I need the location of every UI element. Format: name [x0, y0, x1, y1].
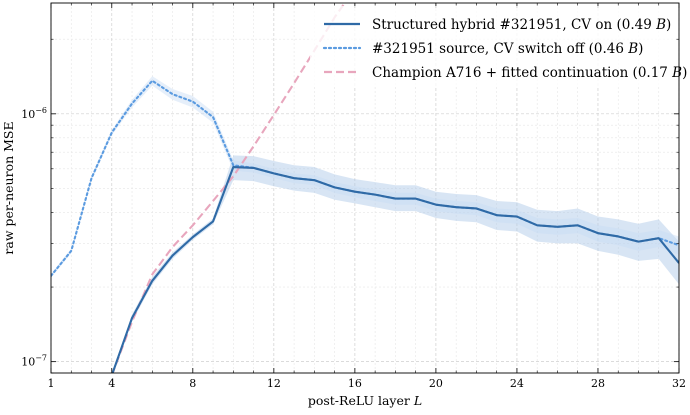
x-tick-label: 16: [348, 377, 362, 390]
tick-labels: 1 4 8 12 16 20 24 28 32 10−7 10−6: [21, 106, 686, 390]
legend-label-source-cv-off: #321951 source, CV switch off (0.46 B): [372, 41, 643, 57]
plot-frame: [50, 2, 680, 374]
x-tick-label: 8: [189, 377, 196, 390]
y-axis-label: raw per-neuron MSE: [1, 121, 16, 254]
legend: Structured hybrid #321951, CV on (0.49 B…: [310, 6, 687, 86]
x-tick-label: 24: [510, 377, 524, 390]
x-tick-label: 20: [429, 377, 443, 390]
series-line-0: [111, 165, 679, 373]
axis-ticks: [50, 3, 680, 374]
x-tick-label: 4: [108, 377, 115, 390]
legend-background: [310, 6, 676, 86]
x-tick-label: 28: [591, 377, 605, 390]
legend-label-champion: Champion A716 + fitted continuation (0.1…: [372, 65, 687, 81]
y-tick-label: 10−6: [21, 106, 47, 121]
x-axis-label: post-ReLU layer L: [308, 393, 422, 408]
y-tick-label: 10−7: [21, 354, 47, 369]
minor-grid: [51, 3, 679, 374]
legend-label-structured-hybrid: Structured hybrid #321951, CV on (0.49 B…: [372, 17, 671, 33]
x-tick-label: 1: [48, 377, 55, 390]
x-tick-label: 12: [267, 377, 281, 390]
x-tick-label: 32: [672, 377, 686, 390]
